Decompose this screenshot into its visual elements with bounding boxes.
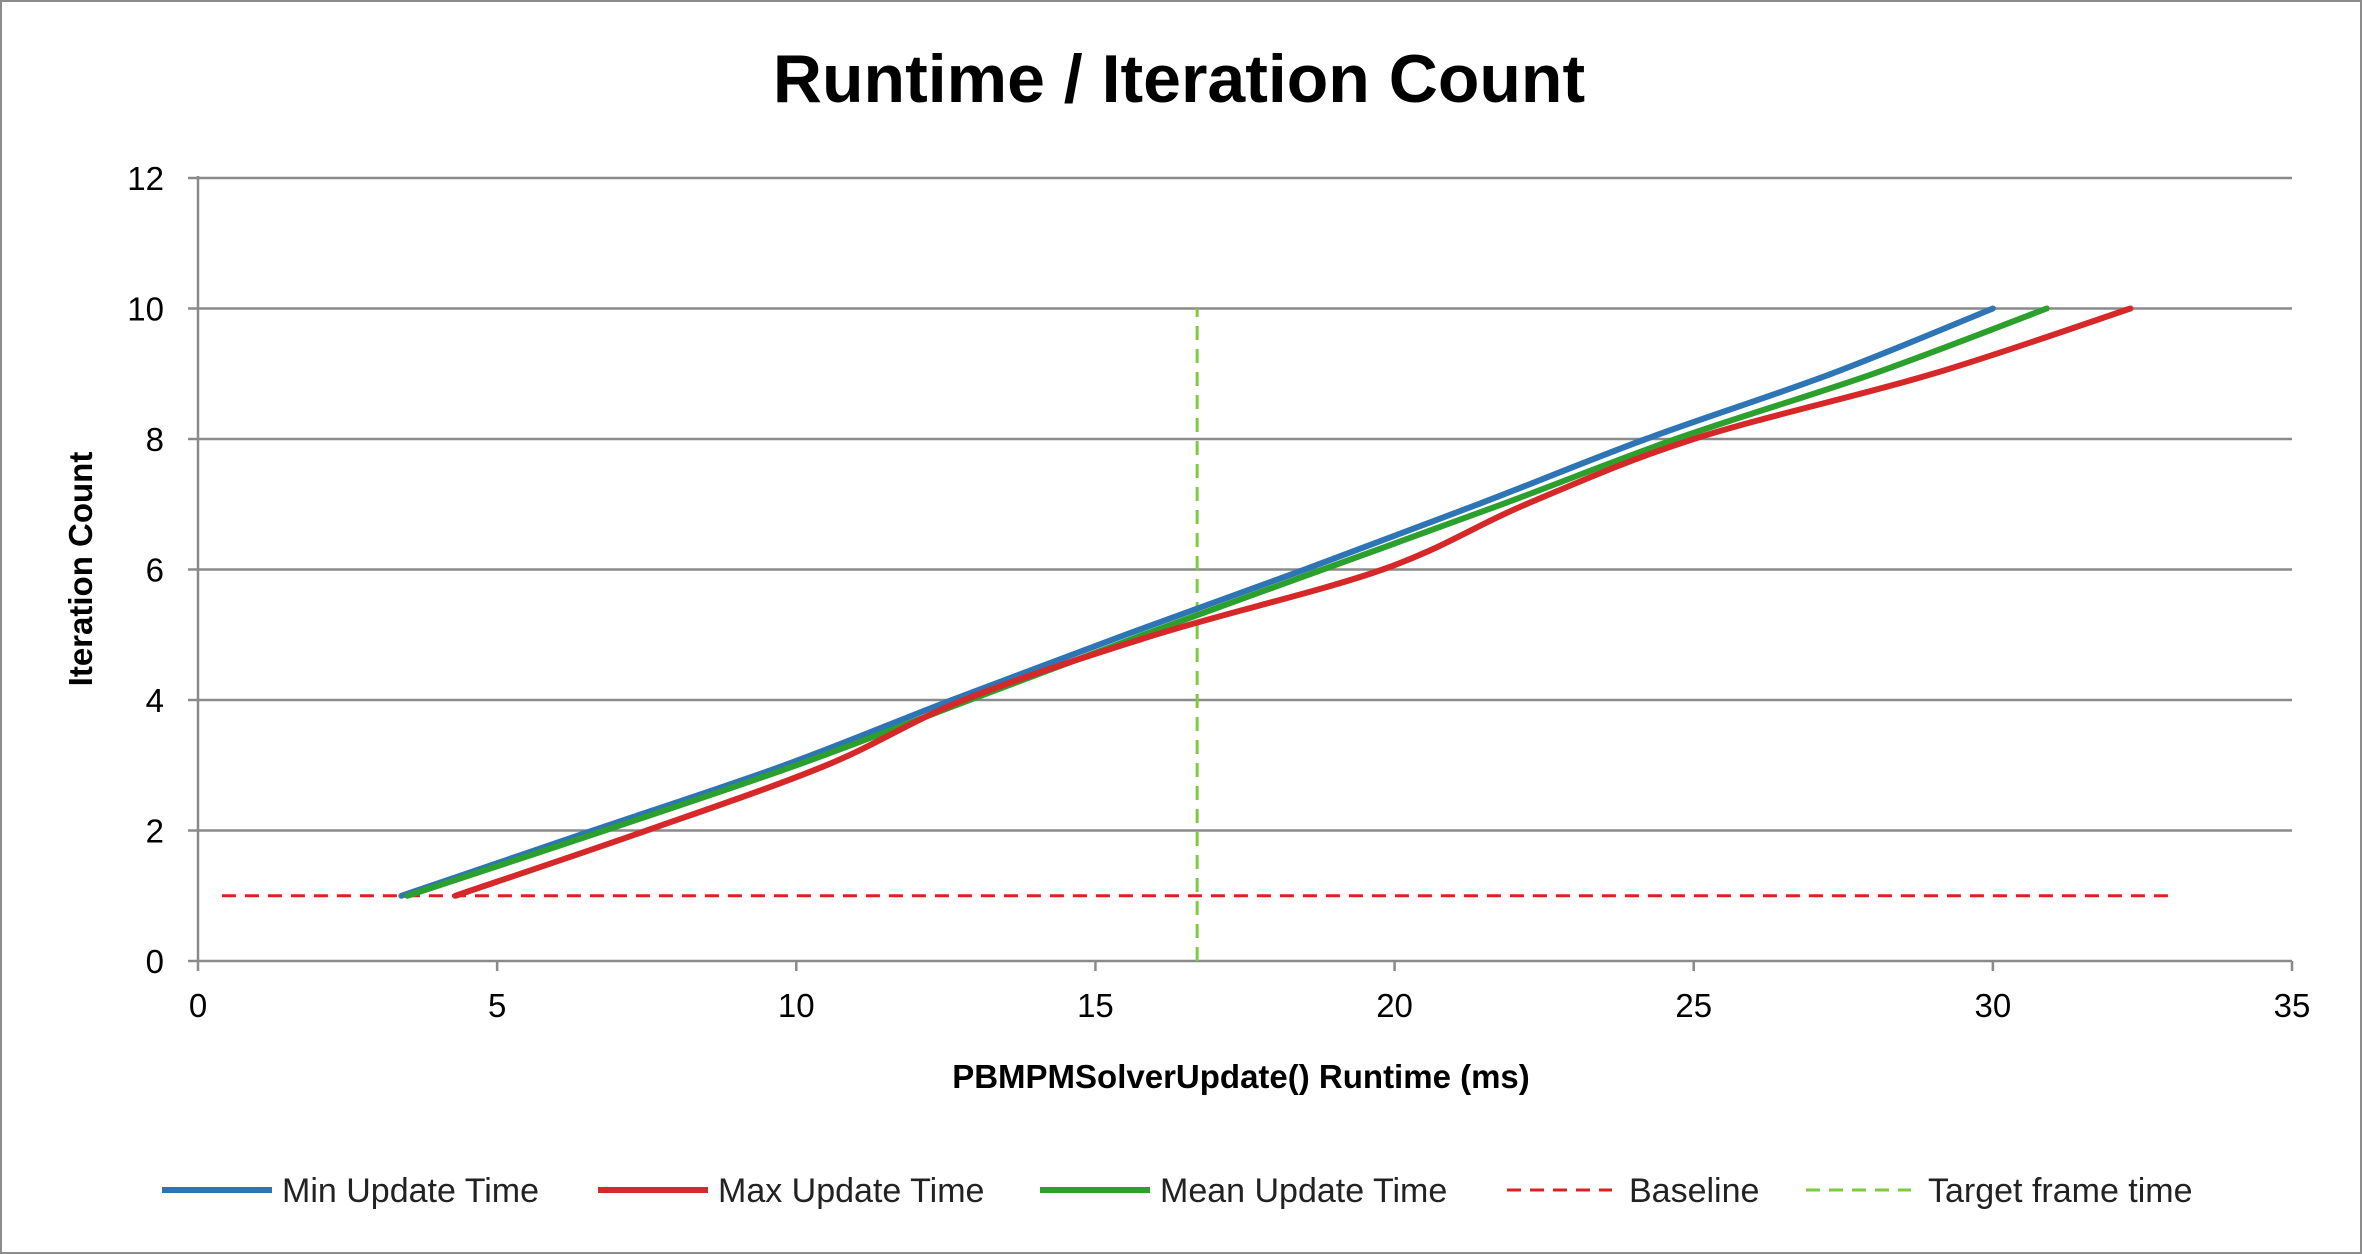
chart-title: Runtime / Iteration Count — [773, 41, 1585, 117]
series-lines — [221, 305, 2173, 961]
y-tick-labels: 0 2 4 6 8 10 12 — [127, 160, 164, 980]
x-tick-label-2: 10 — [778, 987, 815, 1024]
gridlines — [198, 176, 2292, 832]
y-tick-label-5: 10 — [127, 291, 164, 328]
y-tick-label-0: 0 — [146, 943, 164, 980]
x-tick-labels: 0 5 10 15 20 25 30 35 — [189, 987, 2311, 1024]
legend-label-min-update-time: Min Update Time — [282, 1172, 539, 1210]
x-tick-label-5: 25 — [1675, 987, 1712, 1024]
x-tick-label-3: 15 — [1077, 987, 1114, 1024]
axes — [188, 176, 2294, 971]
legend-label-mean-update-time: Mean Update Time — [1160, 1172, 1447, 1210]
x-tick-label-7: 35 — [2274, 987, 2311, 1024]
x-tick-label-4: 20 — [1376, 987, 1413, 1024]
y-axis-label: Iteration Count — [62, 452, 99, 687]
x-tick-label-0: 0 — [189, 987, 207, 1024]
y-tick-label-4: 8 — [146, 421, 164, 458]
legend: Min Update Time Max Update Time Mean Updat… — [162, 1172, 2193, 1210]
y-tick-label-6: 12 — [127, 160, 164, 197]
x-tick-label-6: 30 — [1974, 987, 2011, 1024]
y-tick-label-1: 2 — [146, 813, 164, 850]
y-tick-label-2: 4 — [146, 682, 164, 719]
legend-label-target-frame-time: Target frame time — [1928, 1172, 2193, 1210]
legend-label-max-update-time: Max Update Time — [718, 1172, 984, 1210]
series-min-update-time — [398, 305, 1996, 899]
x-axis-label: PBMPMSolverUpdate() Runtime (ms) — [952, 1058, 1530, 1095]
y-tick-label-3: 6 — [146, 552, 164, 589]
legend-label-baseline: Baseline — [1629, 1172, 1759, 1210]
series-max-update-time — [452, 305, 2134, 899]
x-tick-label-1: 5 — [488, 987, 506, 1024]
series-mean-update-time — [404, 305, 2050, 899]
